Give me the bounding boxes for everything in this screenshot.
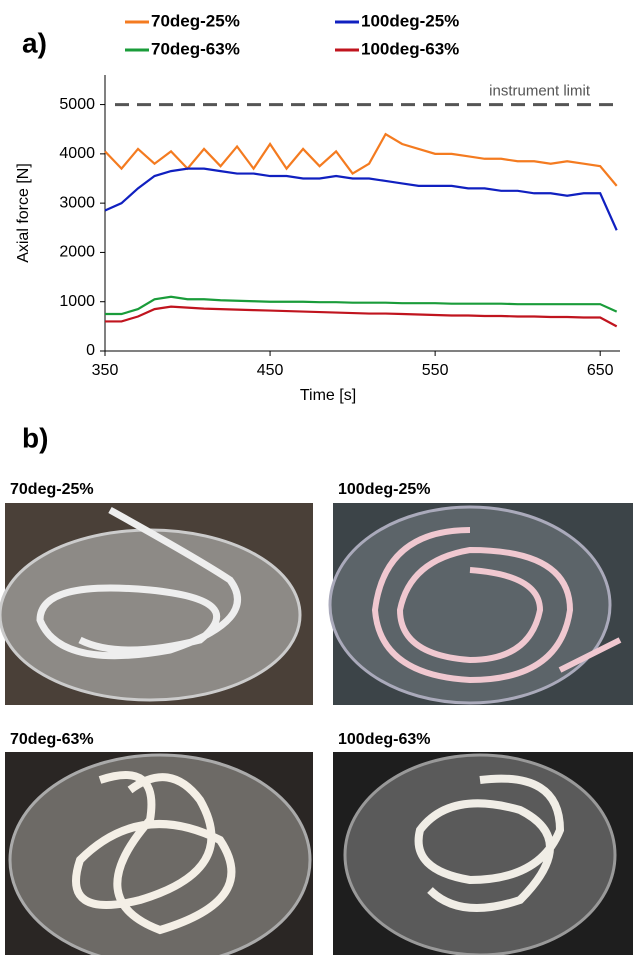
sample [414, 774, 565, 912]
series-line [105, 295, 618, 316]
y-tick-label: 2000 [59, 244, 95, 261]
legend-label: 70deg-25% [151, 11, 240, 30]
panel-label: b) [22, 422, 48, 453]
x-tick-label: 450 [257, 362, 284, 379]
x-axis-label: Time [s] [300, 387, 356, 404]
series-line [104, 132, 618, 187]
sample [72, 771, 236, 935]
legend-label: 100deg-63% [361, 39, 459, 58]
legend-label: 100deg-25% [361, 11, 459, 30]
y-tick-label: 0 [86, 342, 95, 359]
y-tick-label: 5000 [59, 96, 95, 113]
photo-title: 70deg-25% [10, 481, 94, 498]
photos [0, 503, 633, 955]
sample [36, 506, 241, 660]
panel-label: a) [22, 27, 47, 58]
x-tick-label: 550 [422, 362, 449, 379]
photo-title: 70deg-63% [10, 731, 94, 748]
series-line [105, 305, 618, 328]
y-tick-label: 1000 [59, 293, 95, 310]
photo-title: 100deg-63% [338, 731, 431, 748]
reference-label: instrument limit [489, 83, 591, 100]
x-tick-label: 350 [92, 362, 119, 379]
sample [371, 527, 622, 684]
y-tick-label: 4000 [59, 145, 95, 162]
dish [0, 528, 302, 702]
y-axis-label: Axial force [N] [15, 163, 32, 263]
dish [8, 753, 312, 955]
legend-label: 70deg-63% [151, 39, 240, 58]
series-line [104, 167, 618, 231]
photo-title: 100deg-25% [338, 481, 431, 498]
x-tick-label: 650 [587, 362, 614, 379]
dish [343, 753, 617, 955]
y-tick-label: 3000 [59, 194, 95, 211]
